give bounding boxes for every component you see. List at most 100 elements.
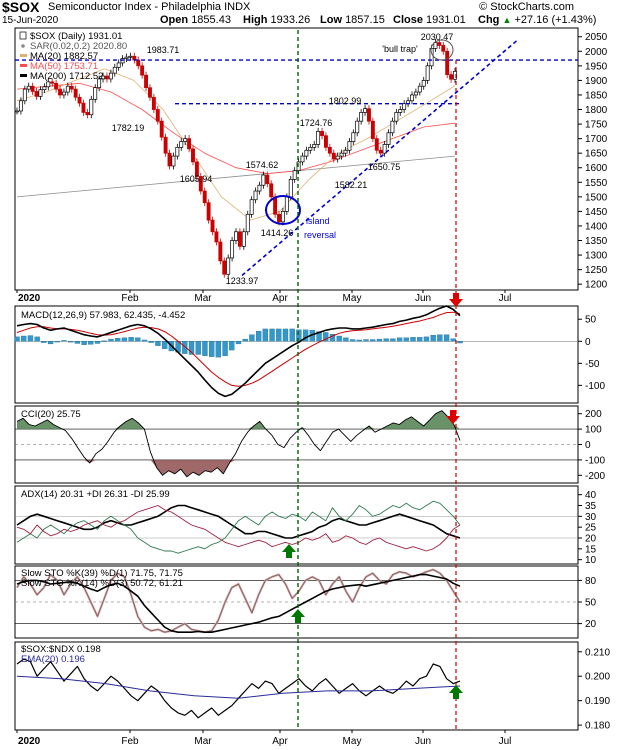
price-annotation: island bbox=[306, 216, 330, 226]
candle-body bbox=[15, 110, 19, 113]
x-tick-label: Apr bbox=[272, 736, 288, 747]
candle-body bbox=[331, 152, 336, 160]
price-annotation: 1582.21 bbox=[335, 180, 368, 190]
candle-body bbox=[378, 149, 383, 154]
price-annotation: 1650.75 bbox=[368, 162, 401, 172]
y-tick-label: 1250 bbox=[585, 265, 608, 276]
macd-histogram-bar bbox=[61, 340, 67, 342]
candle-body bbox=[410, 94, 414, 102]
high-label: High bbox=[243, 14, 268, 26]
candle-body bbox=[284, 196, 289, 212]
candle-body bbox=[101, 75, 105, 80]
y-tick-label: 25 bbox=[585, 523, 597, 534]
macd-histogram-bar bbox=[148, 341, 154, 343]
macd-legend: MACD(12,26,9) 57.983, 62.435, -4.452 bbox=[21, 310, 185, 321]
macd-histogram-bar bbox=[47, 341, 54, 345]
candle-body bbox=[206, 202, 211, 221]
price-annotation: 1233.97 bbox=[226, 276, 259, 286]
candle-body bbox=[363, 108, 368, 113]
x-tick-label: Jun bbox=[415, 736, 431, 747]
candle-body bbox=[97, 78, 102, 89]
legend-swatch bbox=[20, 74, 27, 77]
macd-histogram-bar bbox=[262, 328, 268, 342]
y-tick-label: -200 bbox=[585, 471, 605, 482]
candle-body bbox=[441, 45, 446, 52]
candle-body bbox=[327, 147, 332, 154]
date-label: 15-Jun-2020 bbox=[2, 15, 59, 26]
legend-text: MA(200) 1712.52 bbox=[30, 71, 103, 82]
y-tick-label: 20 bbox=[585, 534, 597, 545]
y-tick-label: 1550 bbox=[585, 178, 608, 189]
ma20-line bbox=[16, 68, 456, 221]
candle-body bbox=[34, 91, 39, 97]
quote-open: Open 1855.43 bbox=[160, 14, 231, 26]
y-tick-label: 20 bbox=[585, 619, 597, 630]
y-tick-label: 1200 bbox=[585, 280, 608, 291]
y-tick-label: 100 bbox=[585, 425, 602, 436]
legend-text: $SOX (Daily) 1931.01 bbox=[30, 31, 122, 42]
chg-value: +27.16 (+1.43%) bbox=[514, 14, 597, 26]
candle-body bbox=[198, 176, 203, 192]
candle-body bbox=[382, 144, 387, 154]
bull-trap-circle bbox=[430, 39, 454, 61]
macd-histogram-bar bbox=[423, 336, 430, 342]
macd-histogram-bar bbox=[403, 337, 409, 342]
candle-body bbox=[351, 132, 356, 142]
panel-frame-macd bbox=[14, 305, 579, 404]
macd-histogram-bar bbox=[14, 336, 20, 342]
y-tick-label: 1750 bbox=[585, 120, 608, 131]
up-arrow-icon bbox=[449, 685, 463, 699]
sto-k39-line bbox=[16, 573, 461, 634]
candle-body bbox=[335, 155, 340, 160]
candle-body bbox=[253, 190, 258, 201]
candle-body bbox=[292, 170, 297, 180]
high-value: 1933.26 bbox=[270, 14, 311, 26]
y-tick-label: -100 bbox=[585, 381, 605, 392]
candle-body bbox=[171, 155, 176, 167]
candle-body bbox=[394, 112, 399, 122]
macd-histogram-bar bbox=[336, 335, 342, 342]
y-tick-label: 1300 bbox=[585, 251, 608, 262]
ma200-line bbox=[16, 155, 456, 198]
open-label: Open bbox=[160, 14, 189, 26]
x-tick-label: 2020 bbox=[18, 293, 41, 304]
price-annotation: 1802.99 bbox=[329, 96, 362, 106]
macd-histogram-bar bbox=[356, 339, 362, 342]
candle-body bbox=[323, 135, 328, 148]
sto-k14-line bbox=[16, 569, 461, 633]
x-tick-label: Jul bbox=[499, 293, 512, 304]
candle-body bbox=[316, 130, 321, 145]
candle-body bbox=[77, 96, 82, 104]
macd-histogram-bar bbox=[417, 337, 423, 342]
quote-low: Low 1857.15 bbox=[320, 14, 385, 26]
y-tick-label: 50 bbox=[585, 598, 597, 609]
candle-body bbox=[42, 86, 47, 91]
candle-body bbox=[144, 74, 149, 89]
macd-histogram-bar bbox=[88, 341, 94, 345]
candle-body bbox=[175, 147, 180, 157]
macd-histogram-bar bbox=[41, 341, 47, 343]
candle-body bbox=[355, 120, 360, 134]
y-tick-label: 1650 bbox=[585, 149, 608, 160]
y-tick-label: 1850 bbox=[585, 90, 608, 101]
candle-body bbox=[187, 138, 192, 150]
y-tick-label: 1600 bbox=[585, 163, 608, 174]
open-value: 1855.43 bbox=[191, 14, 231, 26]
panel-frame-ratio bbox=[14, 641, 579, 731]
macd-histogram-bar bbox=[383, 338, 389, 342]
candle-body bbox=[210, 219, 215, 233]
y-tick-label: -100 bbox=[585, 455, 605, 466]
candle-body bbox=[421, 80, 426, 87]
y-tick-label: 10 bbox=[585, 555, 597, 566]
macd-histogram-bar bbox=[115, 338, 121, 342]
y-tick-label: 0.180 bbox=[585, 721, 610, 732]
y-tick-label: 35 bbox=[585, 501, 597, 512]
candle-body bbox=[390, 120, 395, 134]
macd-histogram-bar bbox=[349, 339, 356, 342]
y-tick-label: 1450 bbox=[585, 207, 608, 218]
candle-body bbox=[300, 155, 305, 163]
candle-body bbox=[265, 174, 270, 185]
legend-swatch bbox=[21, 44, 25, 48]
macd-histogram-bar bbox=[229, 341, 235, 351]
